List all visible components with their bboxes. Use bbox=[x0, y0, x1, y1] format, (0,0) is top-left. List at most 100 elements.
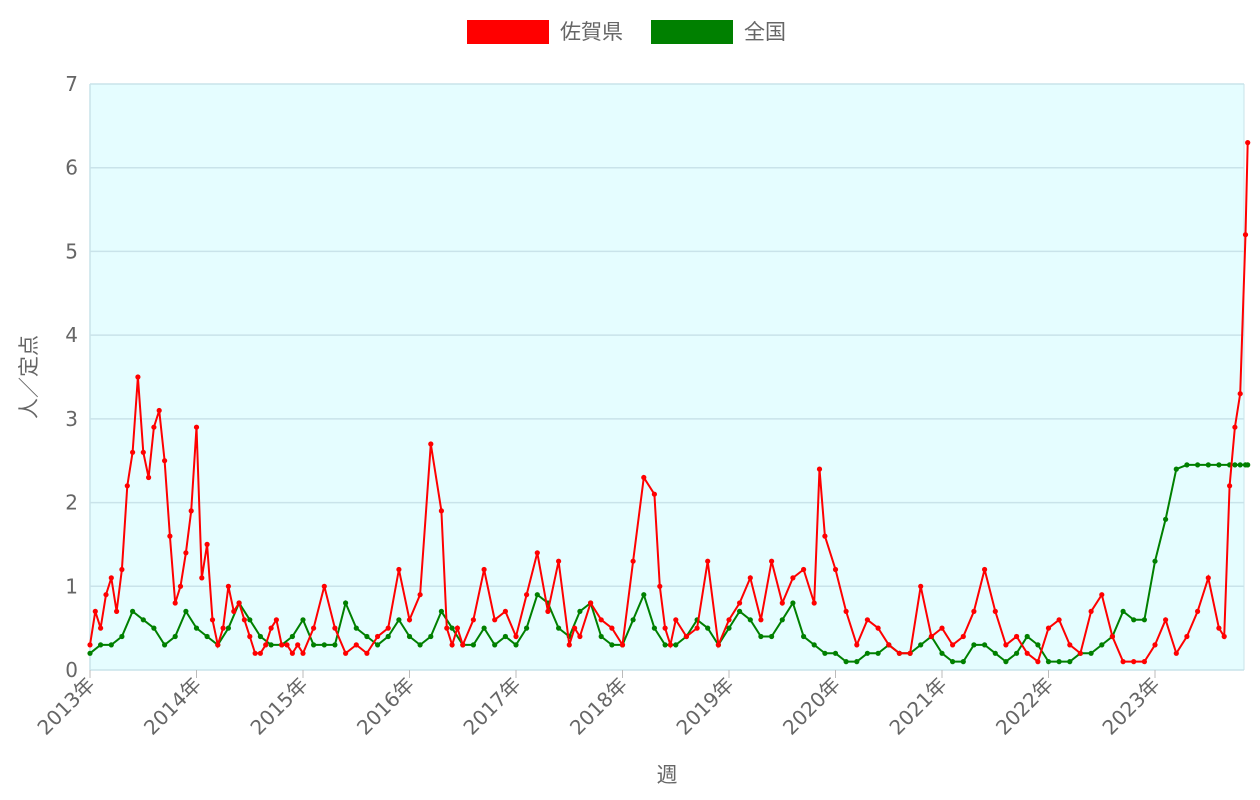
data-point[interactable] bbox=[875, 650, 881, 656]
data-point[interactable] bbox=[209, 617, 216, 623]
data-point[interactable] bbox=[609, 625, 615, 631]
data-point[interactable] bbox=[140, 449, 146, 455]
data-point[interactable] bbox=[1003, 659, 1009, 665]
data-point[interactable] bbox=[524, 625, 530, 631]
data-point[interactable] bbox=[273, 617, 279, 623]
data-point[interactable] bbox=[928, 633, 935, 640]
data-point[interactable] bbox=[417, 642, 423, 648]
data-point[interactable] bbox=[939, 650, 945, 656]
legend-swatch-national[interactable] bbox=[651, 20, 733, 44]
data-point[interactable] bbox=[896, 650, 903, 656]
data-point[interactable] bbox=[492, 617, 498, 623]
data-point[interactable] bbox=[950, 659, 956, 665]
data-point[interactable] bbox=[683, 633, 690, 640]
data-point[interactable] bbox=[864, 650, 871, 656]
data-point[interactable] bbox=[438, 508, 444, 514]
data-point[interactable] bbox=[960, 633, 966, 640]
data-point[interactable] bbox=[524, 592, 530, 598]
data-point[interactable] bbox=[1099, 592, 1105, 598]
data-point[interactable] bbox=[343, 650, 349, 656]
data-point[interactable] bbox=[1173, 466, 1179, 472]
data-point[interactable] bbox=[886, 642, 892, 648]
data-point[interactable] bbox=[343, 600, 349, 606]
data-point[interactable] bbox=[321, 583, 327, 589]
data-point[interactable] bbox=[1077, 650, 1083, 656]
data-point[interactable] bbox=[1205, 575, 1211, 581]
data-point[interactable] bbox=[268, 625, 274, 631]
data-point[interactable] bbox=[162, 458, 168, 464]
data-point[interactable] bbox=[188, 508, 194, 514]
data-point[interactable] bbox=[172, 633, 178, 640]
data-point[interactable] bbox=[252, 650, 258, 656]
data-point[interactable] bbox=[811, 600, 817, 606]
data-point[interactable] bbox=[1227, 483, 1233, 489]
data-point[interactable] bbox=[98, 642, 104, 648]
data-point[interactable] bbox=[609, 642, 615, 648]
data-point[interactable] bbox=[444, 625, 450, 631]
data-point[interactable] bbox=[428, 633, 434, 640]
data-point[interactable] bbox=[950, 642, 956, 648]
data-point[interactable] bbox=[1242, 232, 1249, 238]
legend[interactable]: 佐賀県 全国 bbox=[467, 20, 786, 44]
data-point[interactable] bbox=[726, 625, 732, 631]
data-point[interactable] bbox=[300, 617, 306, 623]
data-point[interactable] bbox=[87, 650, 93, 656]
data-point[interactable] bbox=[715, 642, 722, 648]
data-point[interactable] bbox=[172, 600, 178, 606]
data-point[interactable] bbox=[321, 642, 327, 648]
data-point[interactable] bbox=[779, 617, 785, 623]
data-point[interactable] bbox=[1067, 642, 1073, 648]
data-point[interactable] bbox=[971, 642, 977, 648]
data-point[interactable] bbox=[183, 550, 189, 556]
data-point[interactable] bbox=[1014, 650, 1020, 656]
data-point[interactable] bbox=[263, 642, 269, 648]
data-point[interactable] bbox=[843, 659, 849, 665]
data-point[interactable] bbox=[114, 608, 120, 615]
data-point[interactable] bbox=[673, 617, 679, 623]
data-point[interactable] bbox=[1184, 633, 1190, 640]
data-point[interactable] bbox=[726, 617, 732, 623]
data-point[interactable] bbox=[1131, 617, 1137, 623]
data-point[interactable] bbox=[1152, 558, 1158, 564]
data-point[interactable] bbox=[694, 625, 700, 631]
data-point[interactable] bbox=[619, 642, 626, 648]
data-point[interactable] bbox=[1131, 659, 1137, 665]
data-point[interactable] bbox=[747, 617, 753, 623]
data-point[interactable] bbox=[375, 633, 381, 640]
data-point[interactable] bbox=[502, 608, 508, 615]
data-point[interactable] bbox=[545, 608, 551, 615]
data-point[interactable] bbox=[1035, 642, 1041, 648]
data-point[interactable] bbox=[1024, 650, 1030, 656]
data-point[interactable] bbox=[406, 633, 413, 640]
data-point[interactable] bbox=[1163, 617, 1169, 623]
data-point[interactable] bbox=[992, 650, 998, 656]
data-point[interactable] bbox=[1232, 424, 1238, 430]
data-point[interactable] bbox=[1120, 608, 1126, 615]
data-point[interactable] bbox=[353, 642, 359, 648]
data-point[interactable] bbox=[843, 608, 849, 615]
data-point[interactable] bbox=[577, 633, 583, 640]
data-point[interactable] bbox=[662, 625, 668, 631]
data-point[interactable] bbox=[630, 617, 636, 623]
data-point[interactable] bbox=[1045, 659, 1052, 665]
data-point[interactable] bbox=[1067, 659, 1073, 665]
legend-label-saga[interactable]: 佐賀県 bbox=[560, 20, 623, 44]
data-point[interactable] bbox=[417, 592, 423, 598]
data-point[interactable] bbox=[1195, 608, 1201, 615]
data-point[interactable] bbox=[1024, 633, 1030, 640]
data-point[interactable] bbox=[572, 625, 578, 631]
data-point[interactable] bbox=[177, 583, 184, 589]
data-point[interactable] bbox=[1245, 140, 1251, 146]
data-point[interactable] bbox=[758, 617, 764, 623]
data-point[interactable] bbox=[236, 600, 242, 606]
data-point[interactable] bbox=[364, 650, 370, 656]
data-point[interactable] bbox=[939, 625, 945, 631]
data-point[interactable] bbox=[864, 617, 871, 623]
data-point[interactable] bbox=[481, 625, 487, 631]
data-point[interactable] bbox=[556, 625, 562, 631]
data-point[interactable] bbox=[1163, 516, 1169, 522]
data-point[interactable] bbox=[822, 533, 828, 539]
data-point[interactable] bbox=[747, 575, 753, 581]
legend-label-national[interactable]: 全国 bbox=[744, 20, 786, 44]
data-point[interactable] bbox=[124, 483, 130, 489]
